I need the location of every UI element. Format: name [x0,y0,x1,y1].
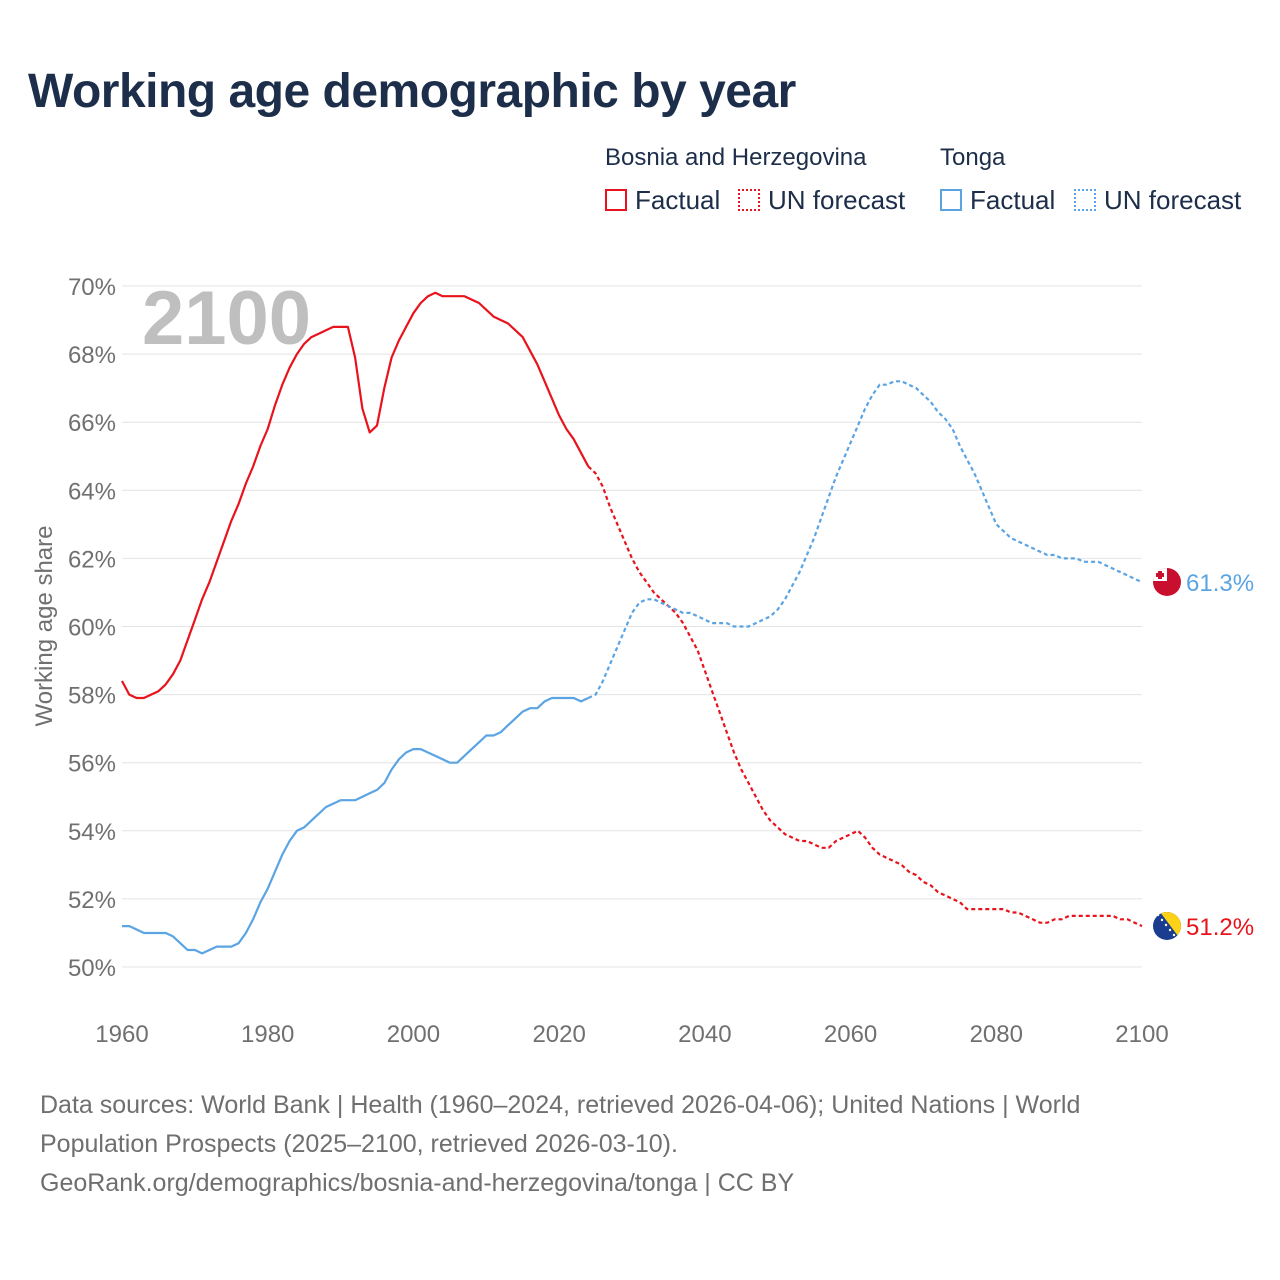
legend-label-tonga-factual: Factual [970,184,1056,215]
legend-item-bosnia-forecast[interactable]: UN forecast [738,184,906,215]
legend-item-bosnia-factual[interactable]: Factual [605,184,721,215]
tonga-end-value-label: 61.3% [1186,570,1254,597]
legend-item-tonga-factual[interactable]: Factual [940,184,1056,215]
x-tick-label: 2000 [387,1021,440,1048]
legend-label-bosnia-factual: Factual [635,184,721,215]
legend-swatch-bosnia-factual [605,189,627,211]
y-tick-label: 62% [68,546,116,573]
x-tick-label: 2100 [1115,1021,1168,1048]
legend-group-tonga: Tonga [940,144,1006,171]
footer-line-2: Population Prospects (2025–2100, retriev… [40,1130,678,1158]
bosnia-forecast-line [587,465,1143,928]
line-chart: 50% 52% 54% 56% 58% 60% 62% 64% 66% 68% 70% 1960 198… [31,274,1254,1048]
x-tick-label: 2080 [970,1021,1023,1048]
legend-swatch-bosnia-forecast [738,189,760,211]
x-tick-label: 2020 [532,1021,585,1048]
y-tick-label: 56% [68,751,116,778]
x-tick-label: 2040 [678,1021,731,1048]
y-tick-label: 68% [68,342,116,369]
footer-sources: Data sources: World Bank | Health (1960–… [40,1086,1240,1203]
legend-label-bosnia-forecast: UN forecast [768,184,906,215]
x-tick-label: 2060 [824,1021,877,1048]
bosnia-flag-icon [1153,912,1181,940]
y-tick-label: 52% [68,887,116,914]
chart-series [121,291,1143,955]
footer-line-1: Data sources: World Bank | Health (1960–… [40,1091,1081,1119]
footer-line-3[interactable]: GeoRank.org/demographics/bosnia-and-herz… [40,1169,795,1197]
y-tick-label: 60% [68,615,116,642]
legend-group-bosnia: Bosnia and Herzegovina [605,144,867,171]
y-tick-label: 66% [68,410,116,437]
legend-swatch-tonga-forecast [1074,189,1096,211]
year-watermark: 2100 [142,276,311,361]
y-tick-label: 70% [68,274,116,301]
x-tick-label: 1960 [95,1021,148,1048]
y-tick-label: 64% [68,478,116,505]
x-tick-label: 1980 [241,1021,294,1048]
y-axis-label: Working age share [31,526,58,727]
bosnia-factual-line [121,291,590,700]
end-labels: 51.2% 61.3% [1186,570,1254,941]
tonga-forecast-line [587,380,1143,699]
bosnia-end-value-label: 51.2% [1186,914,1254,941]
legend-swatch-tonga-factual [940,189,962,211]
legend-item-tonga-forecast[interactable]: UN forecast [1074,184,1242,215]
tonga-flag-icon [1153,568,1181,596]
tonga-factual-line [122,696,589,955]
y-tick-label: 50% [68,955,116,982]
legend-label-tonga-forecast: UN forecast [1104,184,1242,215]
y-tick-label: 54% [68,819,116,846]
chart-title: Working age demographic by year [28,65,796,118]
y-tick-label: 58% [68,683,116,710]
chart-grid: 50% 52% 54% 56% 58% 60% 62% 64% 66% 68% 70% 1960 198… [68,274,1169,1048]
